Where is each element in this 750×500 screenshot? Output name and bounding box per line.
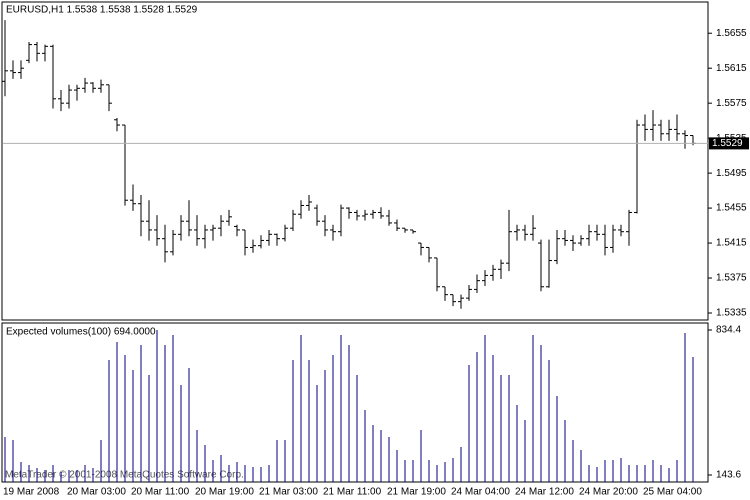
- volume-title: Expected volumes(100) 694.0000: [6, 327, 156, 338]
- x-tick-label: 20 Mar 11:00: [131, 487, 190, 498]
- y-tick-label: 1.5655: [716, 28, 747, 39]
- x-tick-label: 20 Mar 03:00: [67, 487, 126, 498]
- current-price-label: 1.5529: [712, 138, 743, 149]
- y-tick-label: 1.5575: [716, 98, 747, 109]
- current-price-box: [709, 137, 749, 150]
- y-tick-label: 1.5615: [716, 63, 747, 74]
- y-tick-label: 143.6: [716, 470, 741, 481]
- volume-frame: [1, 322, 709, 483]
- y-tick-label: 1.5415: [716, 238, 747, 249]
- price-title: EURUSD,H1 1.5538 1.5538 1.5528 1.5529: [6, 5, 198, 16]
- x-tick-label: 24 Mar 20:00: [579, 487, 638, 498]
- y-tick-label: 1.5335: [716, 308, 747, 319]
- x-tick-label: 19 Mar 2008: [3, 487, 60, 498]
- y-tick-label: 1.5495: [716, 168, 747, 179]
- y-tick-label: 1.5375: [716, 273, 747, 284]
- x-tick-label: 24 Mar 04:00: [451, 487, 510, 498]
- x-tick-label: 25 Mar 04:00: [643, 487, 702, 498]
- x-tick-label: 21 Mar 19:00: [387, 487, 446, 498]
- y-tick-label: 834.4: [716, 325, 741, 336]
- watermark: MetaTrader © 2001-2008 MetaQuotes Softwa…: [5, 470, 244, 481]
- x-tick-label: 24 Mar 12:00: [515, 487, 574, 498]
- y-tick-label: 1.5455: [716, 203, 747, 214]
- x-tick-label: 21 Mar 03:00: [259, 487, 318, 498]
- x-tick-label: 21 Mar 11:00: [323, 487, 382, 498]
- x-tick-label: 20 Mar 19:00: [195, 487, 254, 498]
- price-frame: [1, 1, 709, 321]
